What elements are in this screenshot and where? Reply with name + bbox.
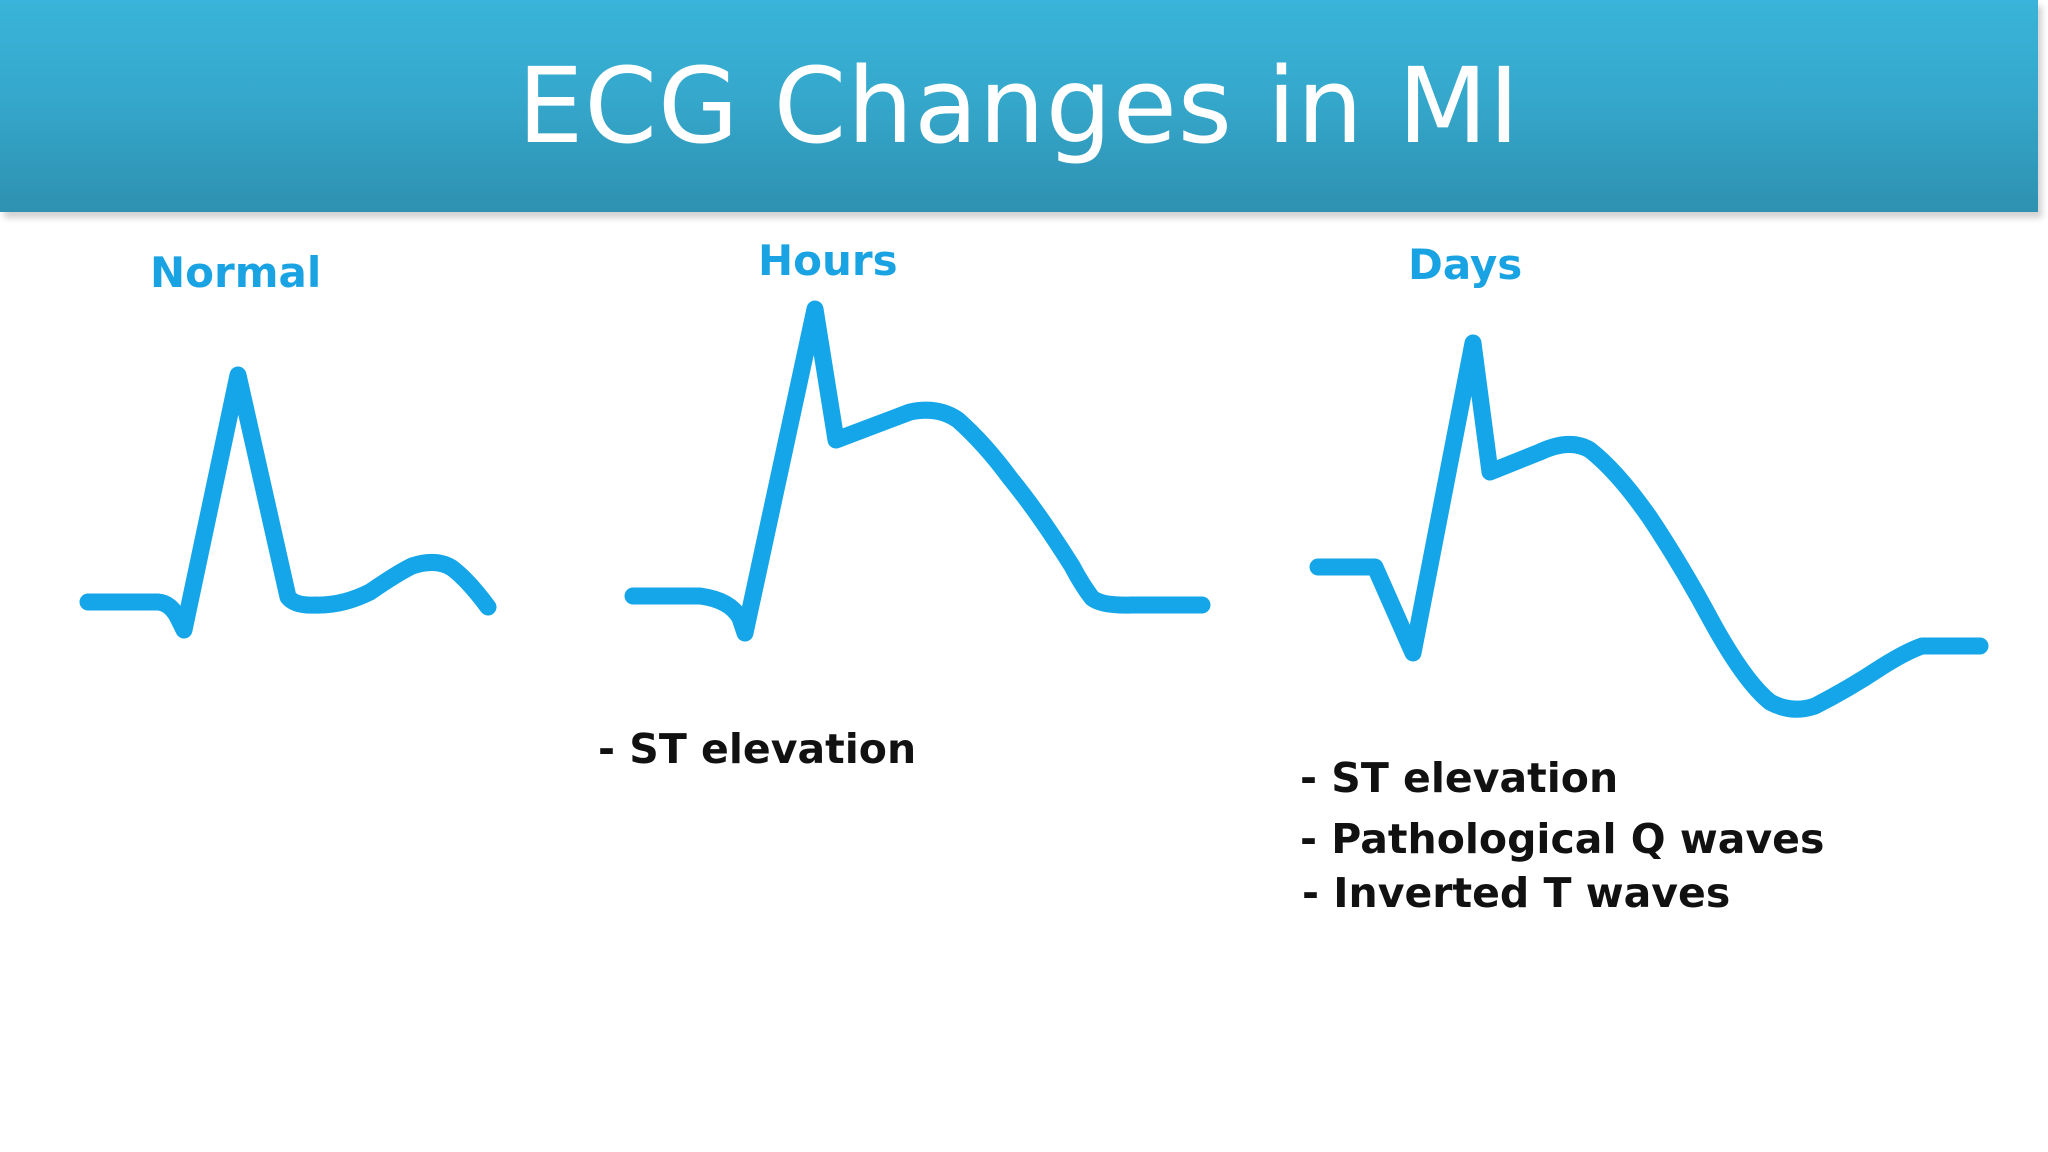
finding-days-inverted-t: - Inverted T waves: [1302, 869, 1731, 917]
finding-days-st-elevation: - ST elevation: [1300, 754, 1619, 802]
slide-title: ECG Changes in MI: [517, 45, 1521, 167]
ecg-trace-hours: [624, 300, 1211, 642]
title-banner: ECG Changes in MI: [0, 0, 2038, 212]
ecg-trace-normal: [79, 366, 497, 639]
stage-label-days: Days: [1408, 240, 1523, 289]
ecg-trace-days: [1309, 334, 1989, 718]
stage-label-normal: Normal: [150, 248, 322, 297]
finding-days-pathological-q: - Pathological Q waves: [1300, 815, 1825, 863]
stage-label-hours: Hours: [758, 236, 898, 285]
finding-hours-st-elevation: - ST elevation: [598, 725, 917, 773]
